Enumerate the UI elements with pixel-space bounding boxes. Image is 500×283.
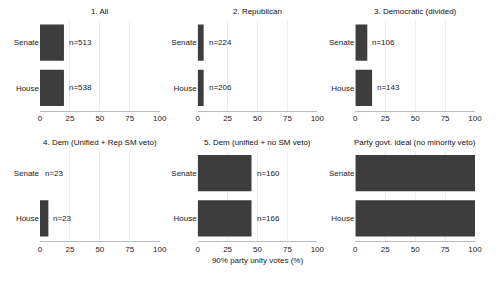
svg-text:100: 100 xyxy=(153,114,167,123)
svg-text:House: House xyxy=(174,84,198,93)
svg-text:0: 0 xyxy=(195,245,200,254)
svg-text:Senate: Senate xyxy=(171,169,197,178)
svg-text:House: House xyxy=(174,214,198,223)
svg-text:90% party unity votes (%): 90% party unity votes (%) xyxy=(212,256,303,265)
svg-text:Senate: Senate xyxy=(14,169,40,178)
svg-text:n=160: n=160 xyxy=(257,169,280,178)
svg-text:0: 0 xyxy=(353,245,358,254)
svg-text:50: 50 xyxy=(253,114,262,123)
svg-text:25: 25 xyxy=(381,114,390,123)
svg-text:3. Democratic (divided): 3. Democratic (divided) xyxy=(374,7,457,16)
svg-text:75: 75 xyxy=(441,114,450,123)
svg-text:50: 50 xyxy=(411,114,420,123)
svg-text:House: House xyxy=(16,214,40,223)
svg-text:100: 100 xyxy=(153,245,167,254)
svg-text:House: House xyxy=(331,214,355,223)
svg-text:Senate: Senate xyxy=(329,169,355,178)
svg-text:25: 25 xyxy=(381,245,390,254)
svg-text:100: 100 xyxy=(468,245,482,254)
svg-text:n=143: n=143 xyxy=(377,83,400,92)
svg-text:n=513: n=513 xyxy=(69,38,92,47)
svg-text:n=166: n=166 xyxy=(257,214,280,223)
svg-text:House: House xyxy=(331,84,355,93)
svg-text:Party govt. ideal (no minority: Party govt. ideal (no minority veto) xyxy=(354,138,476,147)
svg-text:2. Republican: 2. Republican xyxy=(233,7,282,16)
svg-text:0: 0 xyxy=(353,114,358,123)
svg-text:House: House xyxy=(16,84,40,93)
svg-text:50: 50 xyxy=(253,245,262,254)
svg-text:25: 25 xyxy=(65,114,74,123)
svg-text:5. Dem (unified + no SM veto): 5. Dem (unified + no SM veto) xyxy=(204,138,311,147)
svg-text:25: 25 xyxy=(223,245,232,254)
svg-text:50: 50 xyxy=(411,245,420,254)
svg-text:0: 0 xyxy=(38,245,43,254)
svg-text:100: 100 xyxy=(468,114,482,123)
svg-text:1. All: 1. All xyxy=(91,7,109,16)
svg-text:0: 0 xyxy=(38,114,43,123)
svg-text:n=23: n=23 xyxy=(53,214,72,223)
svg-text:25: 25 xyxy=(65,245,74,254)
svg-text:100: 100 xyxy=(311,245,325,254)
svg-text:n=23: n=23 xyxy=(45,169,64,178)
svg-text:75: 75 xyxy=(125,114,134,123)
svg-text:25: 25 xyxy=(223,114,232,123)
svg-text:n=224: n=224 xyxy=(209,38,232,47)
svg-text:75: 75 xyxy=(283,245,292,254)
svg-text:75: 75 xyxy=(283,114,292,123)
svg-text:n=206: n=206 xyxy=(209,83,232,92)
svg-text:75: 75 xyxy=(125,245,134,254)
svg-text:75: 75 xyxy=(441,245,450,254)
svg-text:0: 0 xyxy=(195,114,200,123)
svg-text:n=538: n=538 xyxy=(69,83,92,92)
svg-text:Senate: Senate xyxy=(14,38,40,47)
svg-text:n=106: n=106 xyxy=(372,38,395,47)
svg-text:Senate: Senate xyxy=(171,38,197,47)
svg-text:4. Dem (Unified + Rep SM veto): 4. Dem (Unified + Rep SM veto) xyxy=(43,138,157,147)
svg-text:100: 100 xyxy=(311,114,325,123)
svg-text:50: 50 xyxy=(95,114,104,123)
svg-text:Senate: Senate xyxy=(329,38,355,47)
svg-text:50: 50 xyxy=(95,245,104,254)
